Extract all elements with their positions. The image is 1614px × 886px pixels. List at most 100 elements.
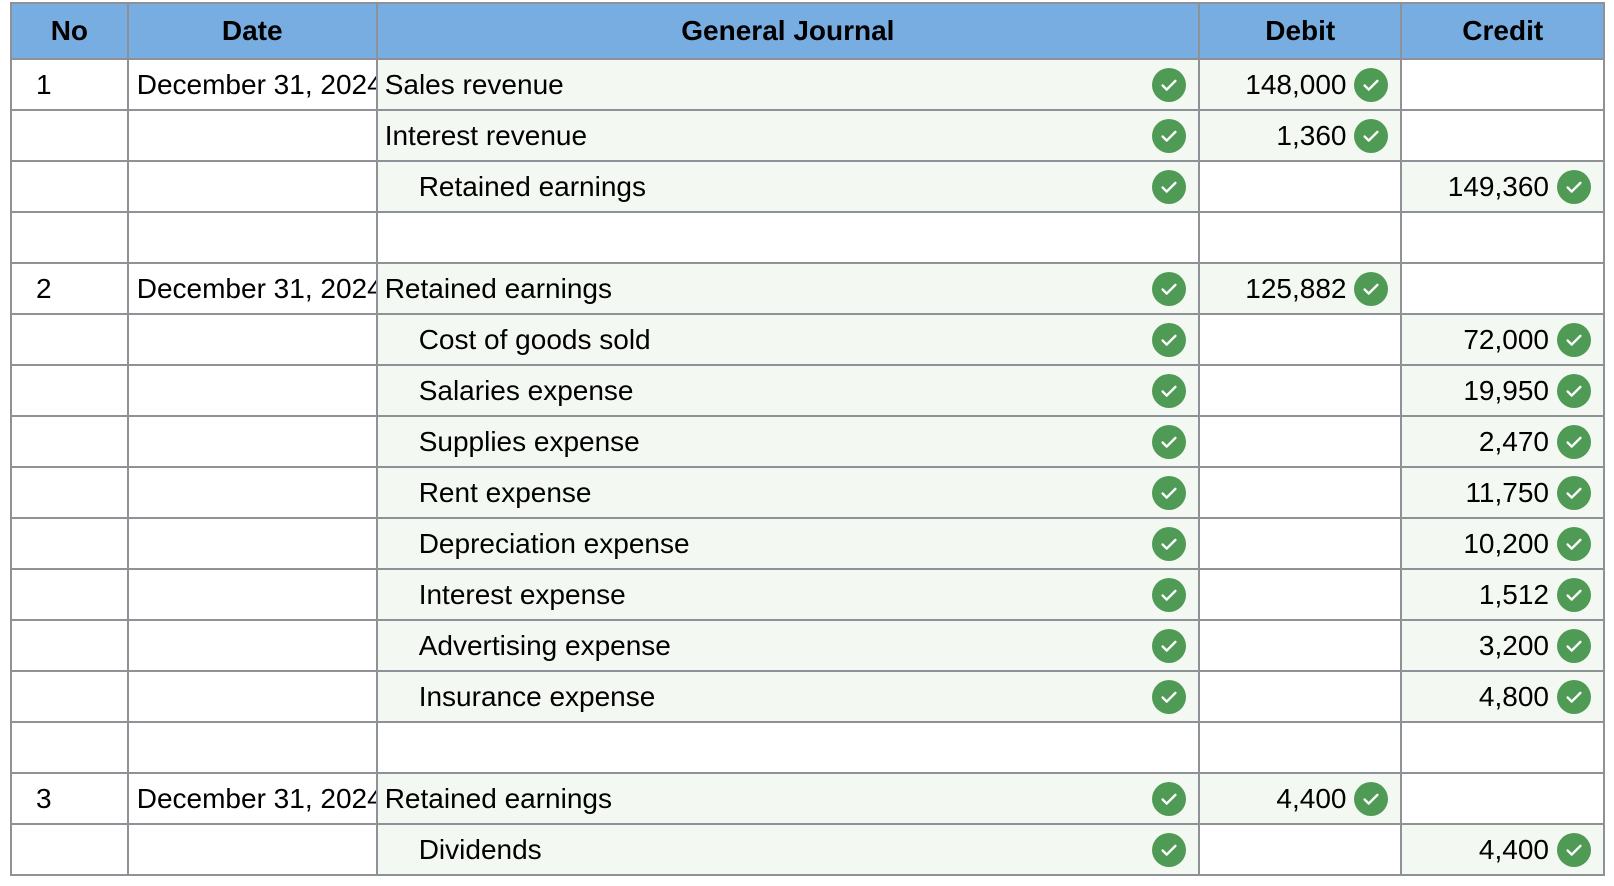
entry-number-cell [10, 415, 129, 468]
entry-number-cell: 2 [10, 262, 129, 315]
entry-number-cell [10, 568, 129, 621]
date-cell[interactable] [126, 823, 378, 876]
check-circle-icon [1354, 781, 1389, 816]
credit-amount: 72,000 [1463, 323, 1549, 355]
credit-cell[interactable] [1400, 58, 1605, 111]
blank-row [10, 721, 1605, 774]
account-name: Interest revenue [384, 119, 588, 151]
account-cell[interactable]: Interest expense [375, 568, 1201, 621]
journal-row: Supplies expense 2,470 [10, 415, 1605, 468]
account-cell[interactable]: Rent expense [375, 466, 1201, 519]
debit-cell[interactable] [1198, 415, 1403, 468]
account-cell[interactable]: Insurance expense [375, 670, 1201, 723]
credit-amount: 4,400 [1478, 833, 1549, 865]
empty-cell [1198, 211, 1403, 264]
date-cell[interactable] [126, 415, 378, 468]
account-name: Retained earnings [418, 170, 646, 202]
account-cell[interactable]: Retained earnings [375, 262, 1201, 315]
account-cell[interactable]: Advertising expense [375, 619, 1201, 672]
credit-cell[interactable] [1400, 262, 1605, 315]
journal-row: Retained earnings 149,360 [10, 160, 1605, 213]
date-cell[interactable]: December 31, 2024 [126, 58, 378, 111]
date-cell[interactable] [126, 160, 378, 213]
entry-number-cell [10, 313, 129, 366]
debit-cell[interactable]: 1,360 [1198, 109, 1403, 162]
account-cell[interactable]: Salaries expense [375, 364, 1201, 417]
date-cell[interactable] [126, 517, 378, 570]
account-cell[interactable]: Interest revenue [375, 109, 1201, 162]
empty-cell [126, 721, 378, 774]
date-cell[interactable] [126, 364, 378, 417]
credit-cell[interactable]: 10,200 [1400, 517, 1605, 570]
account-cell[interactable]: Dividends [375, 823, 1201, 876]
check-circle-icon [1152, 577, 1187, 612]
debit-cell[interactable]: 125,882 [1198, 262, 1403, 315]
check-circle-icon [1152, 373, 1187, 408]
empty-cell [375, 211, 1201, 264]
debit-amount: 1,360 [1276, 119, 1347, 151]
credit-amount: 149,360 [1447, 170, 1549, 202]
debit-cell[interactable] [1198, 823, 1403, 876]
credit-cell[interactable]: 2,470 [1400, 415, 1605, 468]
entry-number-cell: 3 [10, 772, 129, 825]
date-cell[interactable]: December 31, 2024 [126, 772, 378, 825]
account-name: Retained earnings [384, 782, 612, 814]
debit-cell[interactable] [1198, 670, 1403, 723]
check-circle-icon [1152, 475, 1187, 510]
date-cell[interactable] [126, 670, 378, 723]
credit-cell[interactable]: 1,512 [1400, 568, 1605, 621]
check-circle-icon [1557, 679, 1591, 714]
entry-number-cell: 1 [10, 58, 129, 111]
credit-cell[interactable] [1400, 772, 1605, 825]
account-name: Insurance expense [418, 680, 656, 712]
debit-cell[interactable] [1198, 313, 1403, 366]
debit-cell[interactable] [1198, 466, 1403, 519]
journal-row: Dividends 4,400 [10, 823, 1605, 876]
date-cell[interactable] [126, 109, 378, 162]
check-circle-icon [1152, 118, 1187, 153]
credit-cell[interactable]: 149,360 [1400, 160, 1605, 213]
credit-amount: 19,950 [1463, 374, 1549, 406]
account-cell[interactable]: Cost of goods sold [375, 313, 1201, 366]
check-circle-icon [1152, 832, 1187, 867]
journal-body: 1 December 31, 2024 Sales revenue 148,000 In… [10, 58, 1605, 876]
account-cell[interactable]: Supplies expense [375, 415, 1201, 468]
credit-cell[interactable]: 72,000 [1400, 313, 1605, 366]
date-cell[interactable] [126, 466, 378, 519]
account-cell[interactable]: Retained earnings [375, 772, 1201, 825]
date-cell[interactable] [126, 313, 378, 366]
credit-cell[interactable]: 4,400 [1400, 823, 1605, 876]
credit-amount: 10,200 [1463, 527, 1549, 559]
debit-amount: 125,882 [1245, 272, 1347, 304]
credit-cell[interactable] [1400, 109, 1605, 162]
credit-cell[interactable]: 3,200 [1400, 619, 1605, 672]
journal-row: Cost of goods sold 72,000 [10, 313, 1605, 366]
debit-cell[interactable] [1198, 517, 1403, 570]
debit-cell[interactable] [1198, 619, 1403, 672]
empty-cell [10, 211, 129, 264]
check-circle-icon [1152, 679, 1187, 714]
credit-amount: 3,200 [1478, 629, 1549, 661]
header-row: No Date General Journal Debit Credit [10, 2, 1605, 60]
credit-amount: 11,750 [1465, 476, 1549, 508]
credit-cell[interactable]: 19,950 [1400, 364, 1605, 417]
debit-cell[interactable] [1198, 568, 1403, 621]
debit-cell[interactable] [1198, 160, 1403, 213]
credit-cell[interactable]: 11,750 [1400, 466, 1605, 519]
date-cell[interactable]: December 31, 2024 [126, 262, 378, 315]
account-cell[interactable]: Depreciation expense [375, 517, 1201, 570]
debit-cell[interactable]: 4,400 [1198, 772, 1403, 825]
check-circle-icon [1152, 322, 1187, 357]
journal-row: Advertising expense 3,200 [10, 619, 1605, 672]
empty-cell [1198, 721, 1403, 774]
date-cell[interactable] [126, 619, 378, 672]
debit-cell[interactable] [1198, 364, 1403, 417]
entry-number-cell [10, 466, 129, 519]
date-cell[interactable] [126, 568, 378, 621]
journal-row: Depreciation expense 10,200 [10, 517, 1605, 570]
account-cell[interactable]: Sales revenue [375, 58, 1201, 111]
debit-cell[interactable]: 148,000 [1198, 58, 1403, 111]
credit-amount: 1,512 [1478, 578, 1549, 610]
account-cell[interactable]: Retained earnings [375, 160, 1201, 213]
credit-cell[interactable]: 4,800 [1400, 670, 1605, 723]
